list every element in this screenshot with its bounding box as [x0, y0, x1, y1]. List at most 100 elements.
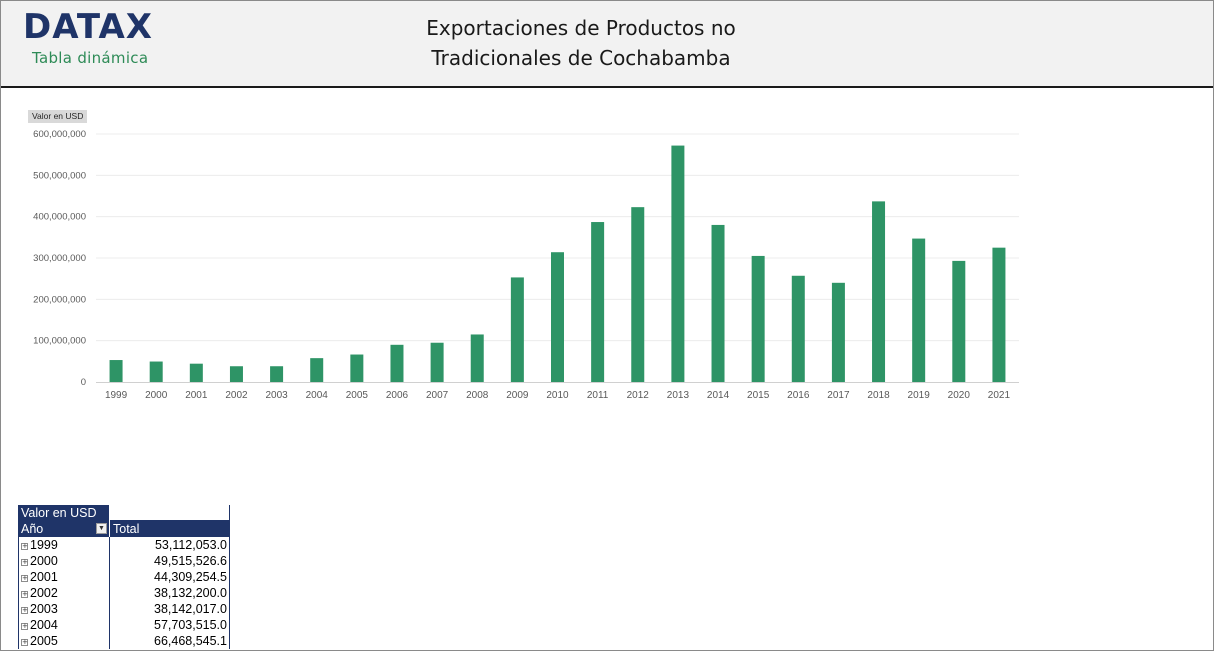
pivot-row-year: 2003	[30, 602, 58, 616]
chart-bar[interactable]	[711, 224, 725, 382]
logo-subtitle: Tabla dinámica	[32, 49, 149, 67]
chart-bar[interactable]	[831, 282, 845, 382]
chart-bar[interactable]	[591, 222, 605, 382]
pivot-row-field-header[interactable]: Año ▼	[19, 521, 110, 537]
pivot-row-value: 49,515,526.6	[154, 554, 227, 568]
expand-icon[interactable]: +	[21, 590, 28, 598]
chart-bar[interactable]	[350, 354, 364, 382]
pivot-rows: +1999 53,112,053.0 +2000 49,515,526.6 +2001 4…	[19, 537, 229, 649]
chart-bar[interactable]	[189, 363, 203, 382]
pivot-row-label[interactable]: +2002	[19, 585, 110, 601]
chart-bar[interactable]	[510, 277, 524, 382]
chart-bar[interactable]	[149, 361, 163, 382]
pivot-row-value: 53,112,053.0	[154, 538, 227, 552]
chart-bar[interactable]	[992, 247, 1006, 382]
pivot-header-empty	[110, 505, 229, 521]
pivot-row-year: 2002	[30, 586, 58, 600]
pivot-header-row-1: Valor en USD	[19, 505, 229, 521]
x-tick-label: 2016	[787, 390, 810, 401]
x-tick-label: 2018	[867, 390, 890, 401]
y-tick-label: 100,000,000	[33, 336, 86, 347]
x-tick-label: 2009	[506, 390, 529, 401]
pivot-row[interactable]: +1999 53,112,053.0	[19, 537, 229, 553]
x-tick-label: 2014	[707, 390, 730, 401]
pivot-row-year: 2005	[30, 634, 58, 648]
x-tick-label: 2011	[587, 390, 609, 401]
x-tick-label: 2021	[988, 390, 1011, 401]
chart-bar[interactable]	[912, 238, 926, 382]
x-tick-label: 2019	[908, 390, 931, 401]
expand-icon[interactable]: +	[21, 542, 28, 550]
pivot-chart[interactable]: Valor en USD 0 100,000,000 200,000,000 300,…	[1, 101, 1213, 411]
y-tick-label: 600,000,000	[33, 129, 86, 140]
chart-bar[interactable]	[751, 255, 765, 382]
report-title: Exportaciones de Productos no Tradiciona…	[381, 13, 781, 73]
chart-bar[interactable]	[872, 201, 886, 382]
chart-bar[interactable]	[310, 358, 324, 382]
chart-bar[interactable]	[671, 145, 685, 382]
pivot-table[interactable]: Valor en USD Año ▼ Total +1999 53,112,053…	[18, 505, 230, 649]
pivot-row-label[interactable]: +2003	[19, 601, 110, 617]
chart-bar[interactable]	[470, 334, 484, 382]
x-tick-label: 2004	[306, 390, 329, 401]
y-tick-label: 0	[81, 377, 86, 388]
x-tick-label: 2008	[466, 390, 489, 401]
chart-bar[interactable]	[109, 360, 123, 382]
x-tick-label: 2000	[145, 390, 168, 401]
pivot-row-label[interactable]: +2005	[19, 633, 110, 649]
pivot-row-value: 66,468,545.1	[154, 634, 227, 648]
x-tick-label: 2003	[265, 390, 288, 401]
report-header: DATAX Tabla dinámica Exportaciones de Pr…	[1, 1, 1213, 88]
pivot-row-label[interactable]: +1999	[19, 537, 110, 553]
pivot-row-label[interactable]: +2001	[19, 569, 110, 585]
pivot-row-label[interactable]: +2004	[19, 617, 110, 633]
expand-icon[interactable]: +	[21, 606, 28, 614]
pivot-header-row-2: Año ▼ Total	[19, 521, 229, 537]
filter-dropdown-icon[interactable]: ▼	[96, 523, 107, 534]
bar-chart-svg: 0 100,000,000 200,000,000 300,000,000 400,00…	[33, 129, 1019, 401]
x-tick-label: 1999	[105, 390, 128, 401]
x-tick-label: 2013	[667, 390, 690, 401]
pivot-row-year: 2001	[30, 570, 58, 584]
pivot-row[interactable]: +2003 38,142,017.0	[19, 601, 229, 617]
pivot-row-year: 2000	[30, 554, 58, 568]
y-tick-label: 200,000,000	[33, 294, 86, 305]
pivot-row-label[interactable]: +2000	[19, 553, 110, 569]
report-title-line-1: Exportaciones de Productos no	[426, 16, 736, 40]
pivot-row-value: 38,142,017.0	[154, 602, 227, 616]
x-tick-label: 2005	[346, 390, 369, 401]
pivot-row[interactable]: +2004 57,703,515.0	[19, 617, 229, 633]
pivot-row-value: 38,132,200.0	[154, 586, 227, 600]
chart-bar[interactable]	[430, 342, 444, 382]
x-tick-label: 2020	[948, 390, 971, 401]
chart-bar[interactable]	[270, 366, 284, 382]
x-tick-label: 2012	[627, 390, 650, 401]
expand-icon[interactable]: +	[21, 574, 28, 582]
pivot-row[interactable]: +2000 49,515,526.6	[19, 553, 229, 569]
pivot-row-year: 1999	[30, 538, 58, 552]
x-tick-label: 2015	[747, 390, 770, 401]
expand-icon[interactable]: +	[21, 638, 28, 646]
value-field-button[interactable]: Valor en USD	[28, 110, 88, 123]
expand-icon[interactable]: +	[21, 558, 28, 566]
expand-icon[interactable]: +	[21, 622, 28, 630]
x-tick-label: 2017	[827, 390, 850, 401]
chart-bar[interactable]	[952, 260, 966, 382]
chart-bar[interactable]	[390, 344, 404, 382]
pivot-row[interactable]: +2001 44,309,254.5	[19, 569, 229, 585]
pivot-row-field-label: Año	[21, 522, 44, 536]
y-tick-label: 300,000,000	[33, 253, 86, 264]
chart-bar[interactable]	[551, 252, 564, 382]
pivot-row[interactable]: +2005 66,468,545.1	[19, 633, 229, 649]
pivot-row[interactable]: +2002 38,132,200.0	[19, 585, 229, 601]
pivot-value-field-label[interactable]: Valor en USD	[19, 505, 110, 521]
datax-logo: DATAX	[23, 7, 153, 47]
y-tick-label: 500,000,000	[33, 170, 86, 181]
chart-bar[interactable]	[791, 275, 805, 382]
report-title-line-2: Tradicionales de Cochabamba	[431, 46, 731, 70]
chart-bar[interactable]	[631, 207, 645, 382]
y-tick-label: 400,000,000	[33, 212, 86, 223]
x-tick-label: 2001	[185, 390, 208, 401]
chart-bar[interactable]	[229, 366, 243, 382]
